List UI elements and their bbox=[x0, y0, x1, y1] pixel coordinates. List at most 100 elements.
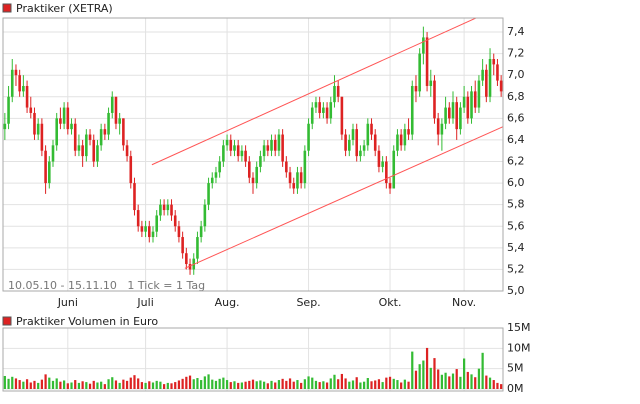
candle-body bbox=[451, 102, 455, 119]
volume-bar bbox=[74, 380, 77, 389]
volume-bar bbox=[107, 379, 110, 389]
candle-body bbox=[188, 264, 192, 270]
candle-body bbox=[318, 102, 321, 113]
candle-body bbox=[314, 102, 318, 108]
volume-bar bbox=[118, 382, 121, 389]
candle-body bbox=[14, 69, 18, 76]
candle-body bbox=[259, 156, 262, 167]
volume-bar bbox=[22, 381, 25, 389]
volume-bar bbox=[111, 377, 114, 389]
candle-body bbox=[270, 139, 273, 151]
candle-body bbox=[385, 161, 388, 184]
legend-swatch bbox=[2, 316, 12, 326]
y-tick-label: 6,0 bbox=[507, 176, 525, 189]
range-note: 10.05.10 - 15.11.10 1 Tick = 1 Tag bbox=[8, 279, 205, 292]
candle-body bbox=[36, 123, 40, 135]
volume-bar bbox=[266, 383, 269, 389]
volume-bar bbox=[381, 382, 384, 389]
y-tick-label: 5,0 bbox=[507, 284, 525, 297]
volume-bar bbox=[485, 375, 488, 389]
volume-bar bbox=[218, 378, 221, 389]
volume-bar bbox=[270, 380, 273, 389]
volume-bar bbox=[463, 358, 466, 389]
volume-bar bbox=[222, 377, 225, 389]
y-tick-label: 7,4 bbox=[507, 25, 525, 38]
volume-bar bbox=[96, 382, 99, 389]
volume-bar bbox=[314, 380, 318, 389]
y-tick-label: 7,0 bbox=[507, 68, 525, 81]
volume-bar bbox=[85, 382, 88, 389]
volume-bar bbox=[474, 377, 477, 389]
candle-body bbox=[66, 107, 70, 130]
volume-bar bbox=[311, 377, 314, 389]
volume-bar bbox=[251, 379, 255, 389]
candle-body bbox=[70, 123, 73, 130]
volume-bar bbox=[496, 382, 499, 389]
candle-body bbox=[92, 139, 96, 162]
volume-bar bbox=[281, 378, 284, 389]
candle-body bbox=[440, 123, 444, 135]
volume-bar bbox=[3, 375, 6, 389]
y-tick-label: 10M bbox=[507, 341, 531, 354]
candle-body bbox=[77, 145, 81, 151]
volume-bar bbox=[151, 382, 155, 389]
candle-body bbox=[299, 172, 303, 184]
volume-bar bbox=[477, 368, 481, 389]
candle-body bbox=[303, 150, 307, 184]
volume-bar bbox=[288, 378, 292, 389]
volume-bar bbox=[466, 371, 469, 389]
candle-body bbox=[107, 112, 110, 135]
volume-bar bbox=[233, 381, 236, 389]
volume-bar bbox=[255, 381, 258, 389]
volume-bar bbox=[225, 380, 229, 389]
candle-body bbox=[151, 231, 155, 238]
volume-bar bbox=[322, 381, 325, 389]
candle-body bbox=[110, 96, 114, 113]
chart-title: Praktiker (XETRA) bbox=[16, 2, 113, 15]
candle-body bbox=[381, 161, 384, 167]
volume-bar bbox=[177, 380, 181, 389]
candle-body bbox=[222, 145, 225, 162]
y-tick-label: 5,2 bbox=[507, 262, 525, 275]
y-tick-label: 6,8 bbox=[507, 90, 525, 103]
candle-body bbox=[359, 150, 362, 157]
volume-bar bbox=[14, 378, 18, 389]
candle-body bbox=[159, 204, 162, 216]
volume-bar bbox=[307, 376, 310, 389]
candle-body bbox=[403, 129, 407, 146]
candle-body bbox=[307, 123, 310, 151]
candle-body bbox=[329, 102, 333, 119]
volume-bar bbox=[263, 381, 266, 389]
x-tick-label: Juni bbox=[57, 296, 78, 309]
candle-body bbox=[296, 172, 299, 189]
candle-body bbox=[425, 37, 429, 86]
candle-body bbox=[414, 85, 418, 92]
volume-bar bbox=[488, 377, 492, 389]
volume-bar bbox=[392, 378, 395, 389]
candle-body bbox=[136, 210, 140, 227]
volume-bar bbox=[481, 352, 484, 389]
volume-bar bbox=[144, 382, 147, 389]
candle-body bbox=[177, 226, 181, 238]
volume-bar bbox=[422, 360, 425, 389]
channel-line bbox=[151, 18, 478, 166]
volume-bar bbox=[348, 381, 351, 389]
candle-body bbox=[448, 107, 451, 119]
candle-body bbox=[225, 139, 229, 146]
x-tick-label: Nov. bbox=[452, 296, 476, 309]
volume-bar bbox=[237, 382, 240, 389]
volume-bar bbox=[403, 379, 406, 389]
candle-body bbox=[203, 204, 207, 227]
candle-body bbox=[273, 139, 277, 151]
y-tick-label: 5,8 bbox=[507, 198, 525, 211]
x-tick-label: Okt. bbox=[379, 296, 402, 309]
candle-body bbox=[392, 150, 396, 189]
candle-body bbox=[40, 123, 44, 151]
volume-bar bbox=[370, 381, 373, 389]
volume-bar bbox=[329, 378, 332, 389]
volume-bar bbox=[200, 380, 203, 389]
volume-bar bbox=[325, 382, 329, 389]
candle-body bbox=[422, 37, 425, 54]
volume-bar bbox=[174, 382, 177, 389]
